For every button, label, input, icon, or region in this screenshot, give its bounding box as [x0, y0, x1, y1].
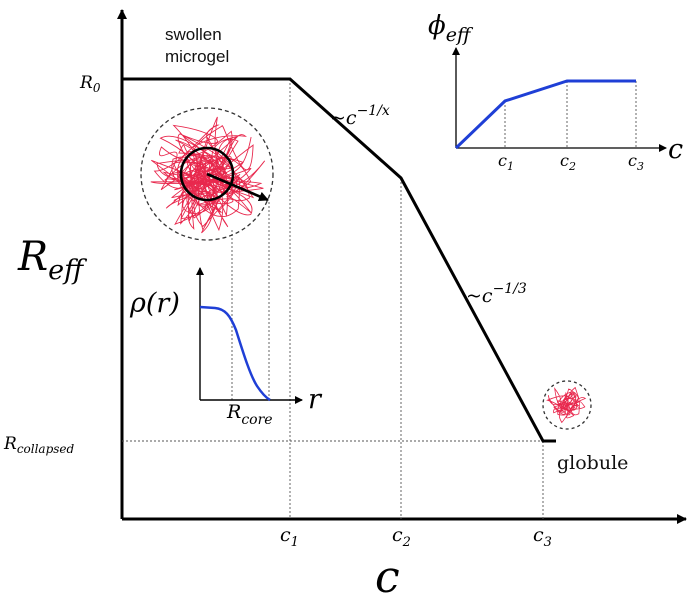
- radius-arrow: [206, 172, 269, 202]
- polymer-coil-collapsed: [546, 386, 587, 424]
- phi-x-tick-c1: c1: [498, 151, 514, 173]
- main-axes: [117, 9, 687, 524]
- polymer-coil-swollen: [150, 116, 266, 234]
- density-curve: [199, 305, 271, 402]
- guide-lines: [122, 79, 544, 519]
- slope-annotation-2: ~c−1/3: [466, 281, 527, 307]
- y-tick-r0: R0: [79, 73, 101, 95]
- globule-label: globule: [557, 452, 628, 474]
- swollen-label-line1: swollen: [165, 25, 222, 44]
- phi-x-tick-c2: c2: [560, 151, 576, 173]
- globule-illustration: [542, 380, 592, 430]
- radius-curve: [122, 77, 556, 443]
- x-axis-label: c: [375, 552, 400, 600]
- core-circle: [179, 146, 235, 202]
- phi-curve: [454, 79, 636, 150]
- rho-x-label: r: [308, 384, 323, 415]
- microgel-outer-boundary: [140, 107, 274, 241]
- phi-x-label: c: [668, 134, 683, 165]
- density-profile-inset: ρ(r) r Rcore: [129, 267, 323, 428]
- slope-annotation-1: ~c−1/x: [330, 103, 390, 129]
- x-tick-c2: c2: [392, 524, 411, 550]
- phi-y-label: ϕeff: [428, 11, 474, 46]
- y-axis-label: Reff: [17, 234, 87, 286]
- y-tick-rcollapsed: Rcollapsed: [3, 434, 75, 456]
- swollen-microgel-illustration: [140, 107, 274, 241]
- coil-path: [150, 116, 266, 234]
- rcore-label: Rcore: [226, 401, 273, 428]
- phi-guides: [504, 81, 637, 148]
- phi-eff-inset: ϕeff c c1 c2 c3: [428, 11, 683, 173]
- x-tick-c1: c1: [280, 524, 299, 550]
- rho-y-label: ρ(r): [129, 288, 180, 319]
- x-tick-c3: c3: [533, 524, 552, 550]
- swollen-label-line2: microgel: [165, 47, 229, 66]
- phi-x-tick-c3: c3: [628, 151, 644, 173]
- coil-path: [546, 386, 587, 424]
- globule-boundary: [542, 380, 592, 430]
